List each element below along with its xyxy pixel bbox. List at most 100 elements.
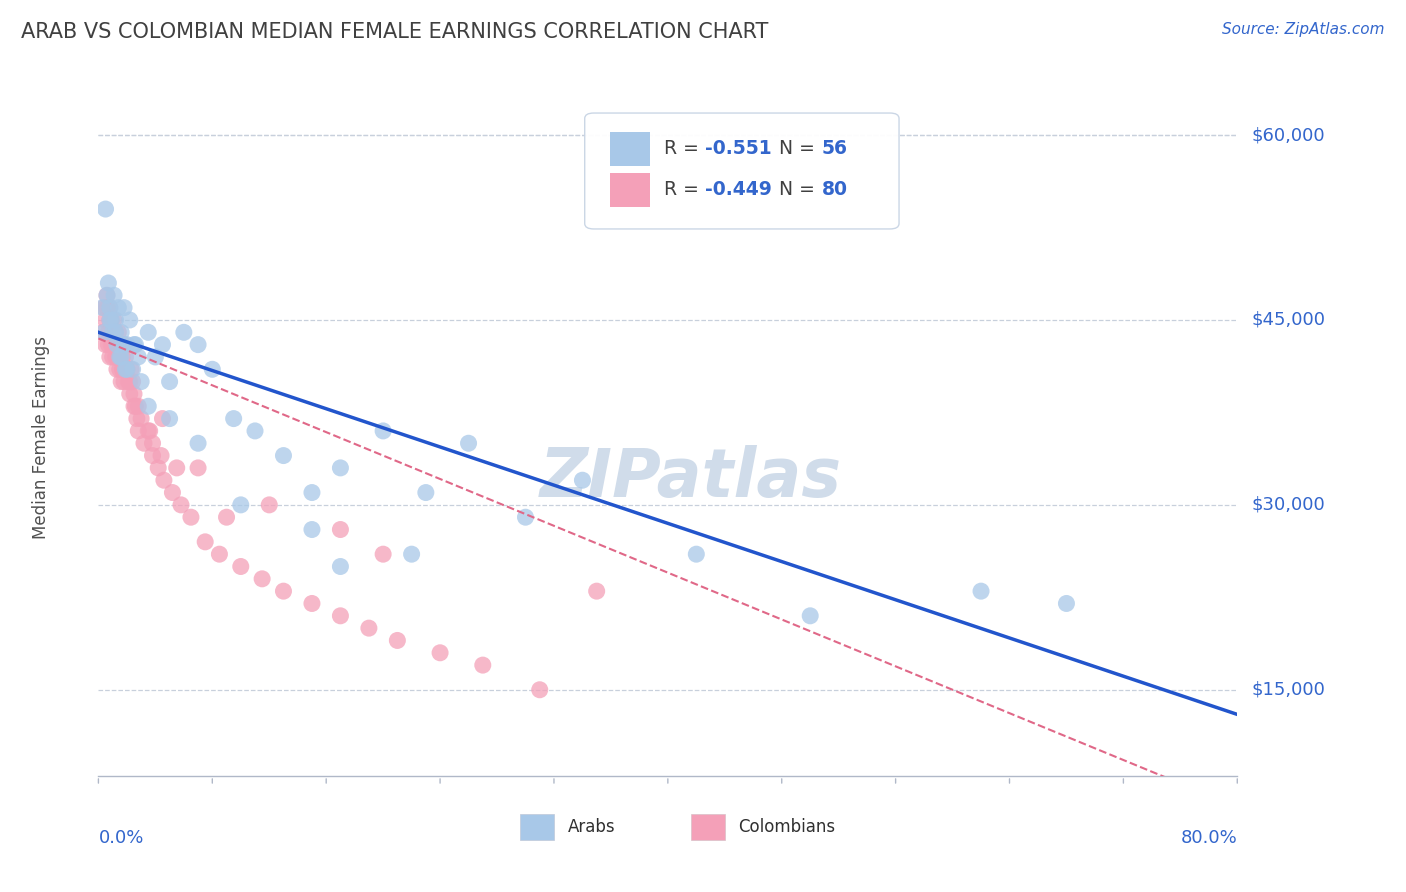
Point [118,387,141,401]
Point [104,326,127,340]
Point [152,337,174,351]
Point [141,449,163,463]
Point [162,485,184,500]
Point [357,621,380,635]
Point [129,375,152,389]
Point [96,288,118,302]
Point [96,288,118,302]
Point [103,337,125,351]
Point [159,411,181,425]
Point [101,350,124,364]
Point [121,375,143,389]
Text: ZIPatlas: ZIPatlas [540,445,842,511]
Point [329,608,352,623]
Point [127,350,149,364]
Text: ARAB VS COLOMBIAN MEDIAN FEMALE EARNINGS CORRELATION CHART: ARAB VS COLOMBIAN MEDIAN FEMALE EARNINGS… [21,22,769,42]
Point [387,633,409,648]
Point [125,411,148,425]
Text: R =: R = [665,139,706,159]
Point [136,326,159,340]
Point [129,411,152,425]
Point [141,436,163,450]
Point [97,326,120,340]
Point [529,682,551,697]
Text: 0.0%: 0.0% [98,829,143,847]
Point [301,485,323,500]
Point [111,337,134,351]
Point [229,559,252,574]
FancyBboxPatch shape [520,814,554,839]
Point [122,337,145,351]
Text: $60,000: $60,000 [1251,126,1324,145]
Point [115,337,138,351]
Point [94,313,117,327]
Point [100,313,122,327]
Point [101,337,124,351]
Point [329,461,352,475]
Point [187,436,209,450]
Point [301,523,323,537]
Point [166,461,188,475]
FancyBboxPatch shape [585,113,898,229]
Point [150,449,173,463]
Point [201,362,224,376]
Point [152,411,174,425]
Point [457,436,479,450]
Point [799,608,821,623]
Point [96,301,118,315]
Point [110,337,132,351]
Point [112,375,135,389]
Point [273,584,295,599]
Point [93,326,115,340]
Point [104,350,127,364]
Point [571,473,593,487]
Point [122,387,145,401]
Point [107,350,129,364]
Point [132,436,155,450]
Point [273,449,295,463]
Point [180,510,202,524]
Point [194,534,217,549]
Point [173,326,195,340]
Point [98,313,121,327]
Point [471,658,494,673]
Point [145,350,167,364]
Point [114,362,136,376]
Point [136,399,159,413]
Point [515,510,537,524]
Point [103,313,125,327]
Text: N =: N = [779,180,821,199]
Text: 56: 56 [821,139,848,159]
Point [110,326,132,340]
Point [98,350,121,364]
Point [97,337,120,351]
Point [585,584,607,599]
Point [373,424,395,438]
Point [101,326,124,340]
Point [153,473,176,487]
Point [108,337,131,351]
Point [187,337,209,351]
Point [110,375,132,389]
Point [970,584,993,599]
Point [1056,597,1078,611]
Point [429,646,451,660]
Point [98,301,121,315]
Point [229,498,252,512]
Point [111,362,134,376]
Point [121,362,143,376]
FancyBboxPatch shape [610,132,650,166]
Point [112,337,135,351]
Point [105,350,128,364]
Point [187,461,209,475]
Point [148,461,170,475]
Point [127,424,149,438]
Point [259,498,281,512]
Text: -0.551: -0.551 [706,139,772,159]
Text: N =: N = [779,139,821,159]
Point [114,350,136,364]
Point [329,523,352,537]
Point [91,301,114,315]
Point [107,301,129,315]
Point [124,399,146,413]
